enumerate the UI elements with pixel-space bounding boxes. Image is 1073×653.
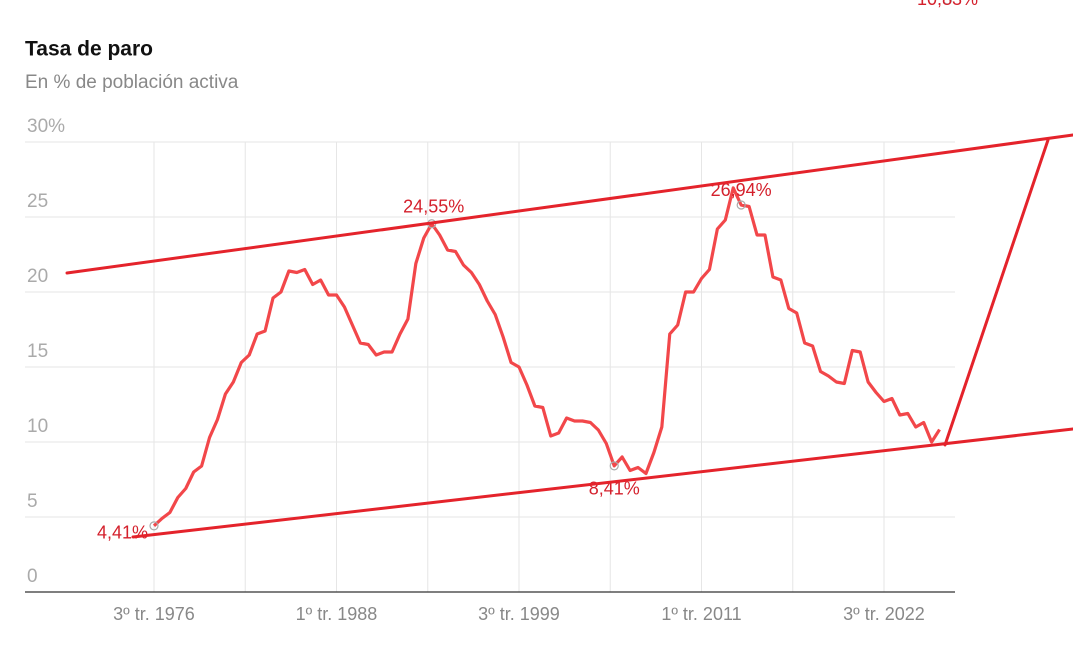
y-tick-label: 10: [27, 416, 48, 437]
x-tick-label: 3º tr. 1999: [478, 604, 560, 624]
y-tick-label: 30%: [27, 116, 65, 137]
y-tick-label: 0: [27, 566, 38, 587]
lower-channel-line: [131, 427, 1073, 539]
x-tick-label: 1º tr. 1988: [296, 604, 378, 624]
highlight-point: [609, 461, 619, 471]
hand-drawn-channel: [65, 133, 1073, 539]
y-tick-label: 20: [27, 266, 48, 287]
value-label: 24,55%: [403, 197, 464, 217]
highlight-point: [149, 521, 159, 531]
channel-connector: [943, 138, 1050, 447]
upper-channel-line: [65, 133, 1073, 275]
y-tick-label: 15: [27, 341, 48, 362]
highlight-point: [736, 200, 746, 210]
y-tick-label: 25: [27, 191, 48, 212]
data-line: [152, 186, 941, 528]
y-tick-label: 5: [27, 491, 38, 512]
chart-title: Tasa de paro: [25, 38, 153, 61]
value-label: 26,94%: [711, 180, 772, 200]
value-label: 4,41%: [97, 523, 148, 543]
x-tick-label: 1º tr. 2011: [661, 604, 741, 624]
chart-subtitle: En % de población activa: [25, 72, 239, 93]
plot: 4,41%24,55%8,41%26,94%10,83%: [97, 0, 978, 543]
grid: 0 5 10 15 20 25 30% 3º tr. 1976 1º tr. 1988 3º tr…: [25, 116, 955, 624]
highlight-point: [942, 0, 953, 5]
x-tick-label: 3º tr. 2022: [843, 604, 925, 624]
value-label: 10,83%: [917, 0, 978, 9]
x-tick-label: 3º tr. 1976: [113, 604, 195, 624]
